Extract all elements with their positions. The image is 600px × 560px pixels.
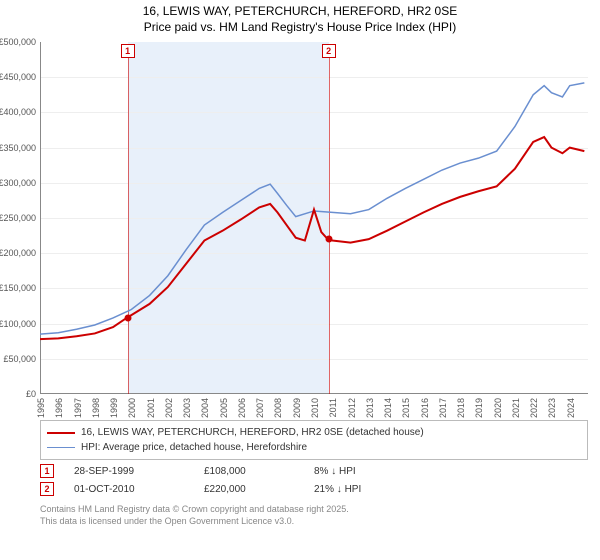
x-axis-label: 1996 [54,398,68,418]
x-axis-label: 2008 [273,398,287,418]
x-axis-label: 2012 [347,398,361,418]
y-axis-label: £0 [0,389,36,399]
x-axis-label: 2016 [420,398,434,418]
sale-row-marker: 1 [40,464,54,478]
x-axis-label: 1998 [91,398,105,418]
x-axis-label: 2024 [566,398,580,418]
x-axis-label: 2002 [164,398,178,418]
title-line-2: Price paid vs. HM Land Registry's House … [0,20,600,36]
x-axis-label: 2023 [547,398,561,418]
sale-date: 28-SEP-1999 [74,466,204,477]
y-axis-label: £200,000 [0,248,36,258]
sale-row: 2 01-OCT-2010£220,00021% ↓ HPI [40,480,434,498]
y-axis-label: £50,000 [0,354,36,364]
legend-row: 16, LEWIS WAY, PETERCHURCH, HEREFORD, HR… [47,425,581,440]
chart-lines [40,42,588,394]
x-axis-label: 2011 [328,398,342,417]
sale-price: £108,000 [204,466,314,477]
attribution: Contains HM Land Registry data © Crown c… [40,504,349,527]
title-line-1: 16, LEWIS WAY, PETERCHURCH, HEREFORD, HR… [0,4,600,20]
x-axis-label: 2014 [383,398,397,418]
x-axis-label: 2015 [401,398,415,418]
x-axis-label: 1997 [73,398,87,418]
y-axis-label: £400,000 [0,107,36,117]
x-axis-label: 2003 [182,398,196,418]
sale-diff: 8% ↓ HPI [314,466,434,477]
chart-title: 16, LEWIS WAY, PETERCHURCH, HEREFORD, HR… [0,0,600,37]
x-axis-label: 2018 [456,398,470,418]
series-property [40,137,584,339]
sale-row: 1 28-SEP-1999£108,0008% ↓ HPI [40,462,434,480]
series-hpi [40,83,584,334]
x-axis-label: 2021 [511,398,525,418]
legend-swatch [47,432,75,434]
sales-table: 1 28-SEP-1999£108,0008% ↓ HPI 2 01-OCT-2010… [40,462,434,498]
x-axis-label: 2004 [200,398,214,418]
x-axis-label: 2019 [474,398,488,418]
legend-label: HPI: Average price, detached house, Here… [81,440,307,455]
sale-diff: 21% ↓ HPI [314,484,434,495]
y-axis-label: £100,000 [0,319,36,329]
x-axis-label: 2007 [255,398,269,418]
sale-price: £220,000 [204,484,314,495]
attribution-line-2: This data is licensed under the Open Gov… [40,516,349,528]
attribution-line-1: Contains HM Land Registry data © Crown c… [40,504,349,516]
x-axis-label: 2017 [438,398,452,418]
x-axis-label: 1999 [109,398,123,418]
x-axis-label: 1995 [36,398,50,418]
x-axis-label: 2005 [219,398,233,418]
x-axis-label: 2001 [146,398,160,418]
y-axis-label: £350,000 [0,143,36,153]
y-axis-label: £500,000 [0,37,36,47]
legend-label: 16, LEWIS WAY, PETERCHURCH, HEREFORD, HR… [81,425,424,440]
y-axis-label: £300,000 [0,178,36,188]
y-axis-label: £250,000 [0,213,36,223]
x-axis-label: 2006 [237,398,251,418]
legend-row: HPI: Average price, detached house, Here… [47,440,581,455]
x-axis-label: 2022 [529,398,543,418]
y-axis-label: £450,000 [0,72,36,82]
sale-row-marker: 2 [40,482,54,496]
y-axis-label: £150,000 [0,283,36,293]
x-axis-label: 2010 [310,398,324,418]
chart-area: 12 1995199619971998199920002001200220032… [40,42,588,412]
x-axis-label: 2000 [127,398,141,418]
legend-swatch [47,447,75,448]
sale-date: 01-OCT-2010 [74,484,204,495]
x-axis-label: 2013 [365,398,379,418]
x-axis-label: 2009 [292,398,306,418]
x-axis-label: 2020 [493,398,507,418]
legend: 16, LEWIS WAY, PETERCHURCH, HEREFORD, HR… [40,420,588,460]
